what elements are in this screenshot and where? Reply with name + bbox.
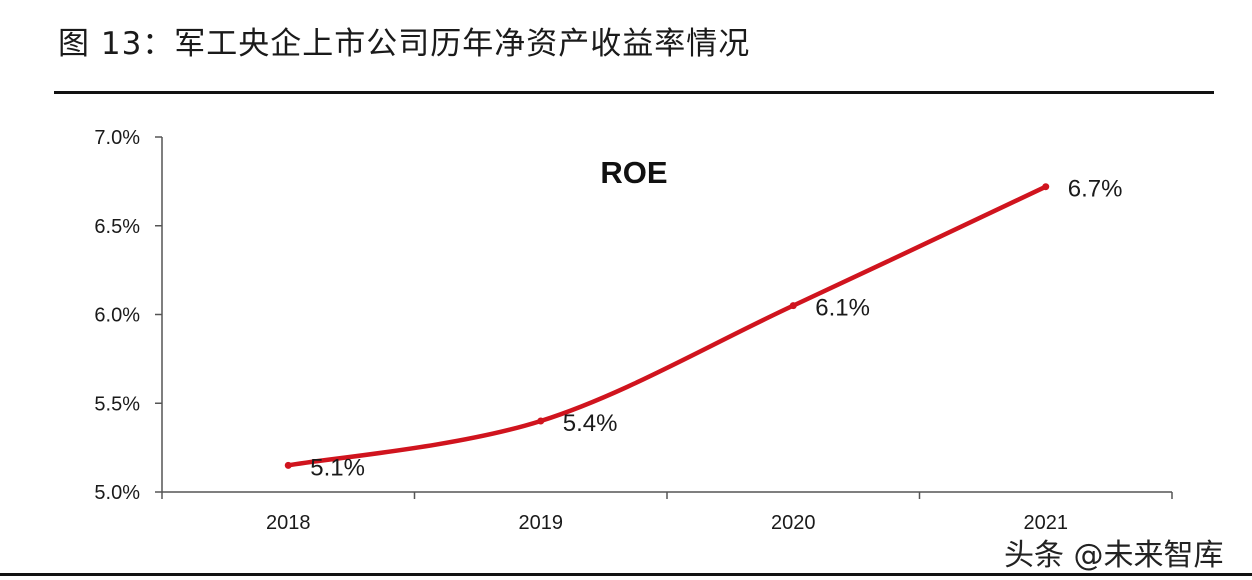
data-labels: 5.1% 5.4% 6.1% 6.7% (310, 176, 1122, 482)
x-tick-label: 2020 (771, 512, 816, 534)
data-point (284, 461, 292, 469)
data-point (1042, 183, 1050, 191)
x-tick-label: 2018 (266, 512, 311, 534)
chart-axes (161, 137, 1172, 493)
x-tick-label: 2021 (1024, 512, 1069, 534)
y-tick-label: 5.5% (94, 393, 140, 415)
x-tick-label: 2019 (519, 512, 564, 534)
y-tick-label: 5.0% (94, 482, 140, 504)
bottom-rule (0, 573, 1252, 576)
y-tick-label: 6.5% (94, 216, 140, 238)
watermark-text: 头条 @未来智库 (1004, 538, 1224, 573)
y-tick-label: 6.0% (94, 305, 140, 327)
data-point (789, 302, 797, 310)
chart-title: ROE (600, 155, 667, 190)
x-axis-ticks: 2018 2019 2020 2021 (161, 492, 1173, 534)
data-label: 6.1% (815, 295, 870, 322)
data-point (537, 417, 545, 425)
chart-series (284, 183, 1050, 469)
roe-series-line (286, 184, 1048, 468)
title-rule (54, 91, 1214, 94)
data-label: 6.7% (1068, 176, 1123, 203)
figure-title: 图 13：军工央企上市公司历年净资产收益率情况 (58, 26, 751, 62)
y-tick-label: 7.0% (94, 127, 140, 149)
y-axis-ticks: 5.0% 5.5% 6.0% 6.5% 7.0% (94, 127, 162, 504)
data-label: 5.1% (310, 454, 365, 481)
data-label: 5.4% (563, 410, 618, 437)
